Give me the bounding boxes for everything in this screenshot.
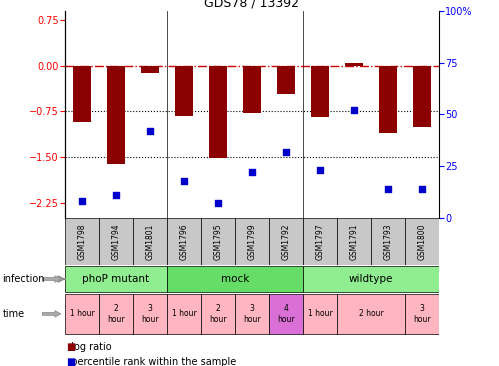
Bar <box>337 218 371 265</box>
Bar <box>201 294 235 334</box>
Bar <box>269 294 303 334</box>
Bar <box>65 294 99 334</box>
Bar <box>345 63 363 66</box>
Text: 3
hour: 3 hour <box>141 304 159 324</box>
Text: 3
hour: 3 hour <box>243 304 261 324</box>
Point <box>384 186 392 192</box>
Text: GSM1792: GSM1792 <box>281 223 290 260</box>
Bar <box>167 266 303 292</box>
Text: 4
hour: 4 hour <box>277 304 295 324</box>
Bar <box>167 294 201 334</box>
Text: 2 hour: 2 hour <box>359 309 383 318</box>
Text: ■: ■ <box>66 357 75 366</box>
Bar <box>107 66 125 164</box>
Bar <box>337 294 405 334</box>
Bar <box>413 66 432 127</box>
Point <box>282 149 290 154</box>
Bar <box>72 66 91 122</box>
Text: GSM1800: GSM1800 <box>418 223 427 260</box>
Text: mock: mock <box>221 274 249 284</box>
Point <box>350 107 358 113</box>
Bar <box>303 294 337 334</box>
Point <box>78 198 86 204</box>
Text: log ratio: log ratio <box>65 342 111 352</box>
Text: time: time <box>2 309 24 319</box>
Bar <box>133 294 167 334</box>
Bar <box>65 266 167 292</box>
Bar <box>405 294 439 334</box>
Bar <box>209 66 228 158</box>
Text: wildtype: wildtype <box>349 274 393 284</box>
Text: GSM1795: GSM1795 <box>214 223 223 260</box>
Bar <box>236 218 268 265</box>
Point <box>316 167 324 173</box>
Bar <box>311 66 329 117</box>
Text: 2
hour: 2 hour <box>209 304 227 324</box>
Text: 3
hour: 3 hour <box>413 304 431 324</box>
Text: GSM1798: GSM1798 <box>77 223 86 260</box>
Bar <box>65 218 99 265</box>
Point <box>248 169 256 175</box>
Text: 1 hour: 1 hour <box>69 309 94 318</box>
Text: 1 hour: 1 hour <box>308 309 332 318</box>
Bar <box>371 218 405 265</box>
Text: GSM1801: GSM1801 <box>145 223 154 260</box>
Bar <box>303 218 337 265</box>
Bar <box>99 218 133 265</box>
Bar <box>235 294 269 334</box>
Bar <box>379 66 397 132</box>
Point <box>146 128 154 134</box>
Text: GSM1794: GSM1794 <box>111 223 120 260</box>
Text: percentile rank within the sample: percentile rank within the sample <box>65 357 236 366</box>
Point <box>112 192 120 198</box>
Bar <box>276 66 295 94</box>
Text: GSM1799: GSM1799 <box>248 223 256 260</box>
Point <box>214 200 222 206</box>
Bar <box>167 218 201 265</box>
Bar <box>133 218 167 265</box>
Text: GSM1797: GSM1797 <box>315 223 324 260</box>
Point <box>180 178 188 183</box>
Text: GSM1791: GSM1791 <box>350 223 359 260</box>
Bar <box>405 218 439 265</box>
Title: GDS78 / 13392: GDS78 / 13392 <box>205 0 299 10</box>
Bar <box>175 66 193 116</box>
Point <box>418 186 426 192</box>
Text: 2
hour: 2 hour <box>107 304 125 324</box>
Text: GSM1796: GSM1796 <box>180 223 189 260</box>
Text: infection: infection <box>2 274 45 284</box>
Text: GSM1793: GSM1793 <box>384 223 393 260</box>
Text: ■: ■ <box>66 342 75 352</box>
Bar <box>201 218 235 265</box>
Bar <box>243 66 261 113</box>
Bar <box>99 294 133 334</box>
Text: 1 hour: 1 hour <box>172 309 196 318</box>
Bar <box>141 66 159 73</box>
Bar <box>303 266 439 292</box>
Bar <box>269 218 303 265</box>
Text: phoP mutant: phoP mutant <box>82 274 150 284</box>
